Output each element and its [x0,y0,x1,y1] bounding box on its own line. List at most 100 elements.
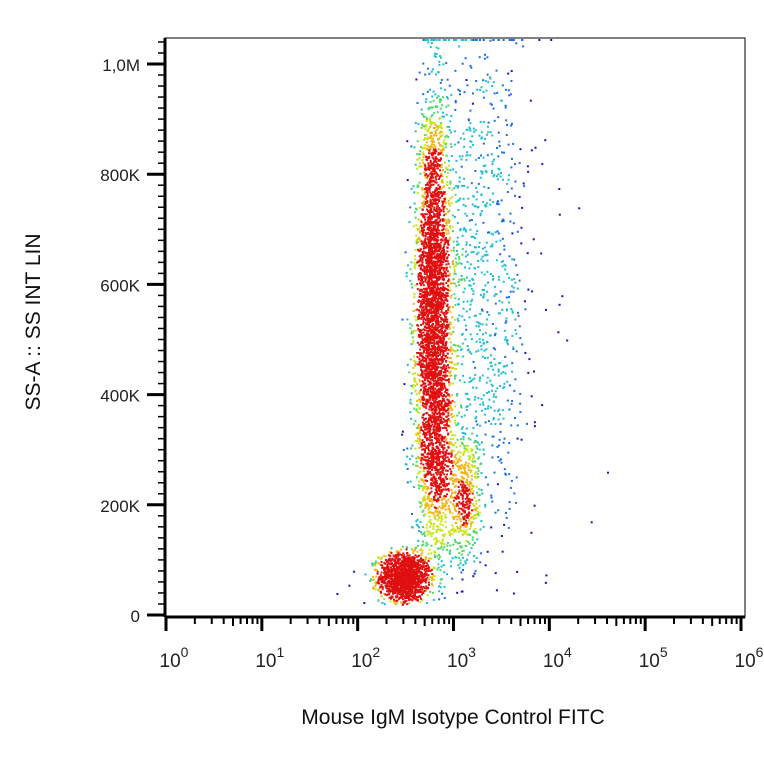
event-point [465,154,468,157]
event-point [506,380,509,383]
event-point [521,343,524,346]
event-point [414,264,417,267]
event-point [466,345,469,347]
event-point [424,341,427,343]
event-point [456,362,459,365]
event-point [446,389,449,392]
event-point [431,39,433,41]
event-point [441,104,444,107]
event-point [500,260,503,263]
event-point [415,234,418,237]
event-point [430,498,433,500]
event-point [456,504,459,507]
event-point [422,350,425,353]
event-point [479,214,482,217]
event-point [409,447,412,450]
event-point [454,377,457,380]
event-point [463,530,466,533]
event-point [451,188,454,191]
event-point [372,588,375,591]
event-point [499,239,502,242]
event-point [498,145,501,147]
event-point [499,422,502,425]
event-point [439,569,442,572]
event-point [447,402,449,405]
event-point [423,229,425,232]
event-point [437,391,440,394]
event-point [449,182,452,185]
event-point [444,274,447,277]
event-point [421,257,424,260]
event-point [486,311,489,314]
event-point [417,374,420,376]
event-point [441,261,444,264]
event-point [495,259,498,262]
event-point [431,156,434,159]
event-point [450,441,452,444]
event-point [414,362,417,365]
event-point [455,497,458,500]
event-point [495,240,498,243]
event-point [449,478,451,481]
event-point [436,470,439,473]
event-point [425,344,428,347]
event-point [500,461,503,464]
event-point [460,441,463,444]
event-point [423,495,426,498]
event-point [503,248,506,251]
event-point [417,455,420,458]
event-point [472,503,475,505]
event-point [442,452,445,455]
event-point [472,517,475,520]
event-point [389,560,392,563]
event-point [459,529,462,532]
event-point [433,515,436,517]
event-point [436,491,439,494]
event-point [480,348,483,351]
event-point [391,557,394,560]
event-point [428,430,431,433]
event-point [431,210,434,213]
event-point [431,183,434,186]
event-point [430,221,433,223]
event-point [427,184,430,187]
event-point [434,442,437,445]
event-point [477,514,480,517]
event-point [441,534,444,537]
event-point [441,131,444,134]
event-point [502,365,505,368]
event-point [425,374,428,377]
event-point [514,378,517,381]
event-point [450,249,453,252]
event-point [471,521,474,524]
event-point [425,348,427,351]
event-point [416,440,419,443]
event-point [463,414,466,417]
event-point [508,501,511,504]
event-point [420,248,422,251]
event-point [497,368,500,371]
event-point [416,524,419,527]
event-point [424,128,427,131]
event-point [448,159,450,162]
event-point [446,473,449,476]
event-point [447,218,450,221]
event-point [434,567,437,570]
event-point [421,380,424,383]
event-point [504,372,507,375]
event-point [464,560,467,563]
event-point [417,218,420,221]
event-point [459,559,462,562]
event-point [410,332,413,335]
event-point [461,431,464,434]
event-point [475,80,478,82]
event-point [420,333,423,336]
event-point [426,193,429,196]
event-point [439,399,442,402]
event-point [453,375,456,378]
event-point [482,142,485,145]
event-point [436,493,439,496]
event-point [426,268,429,271]
event-point [449,266,452,269]
event-point [448,274,451,277]
